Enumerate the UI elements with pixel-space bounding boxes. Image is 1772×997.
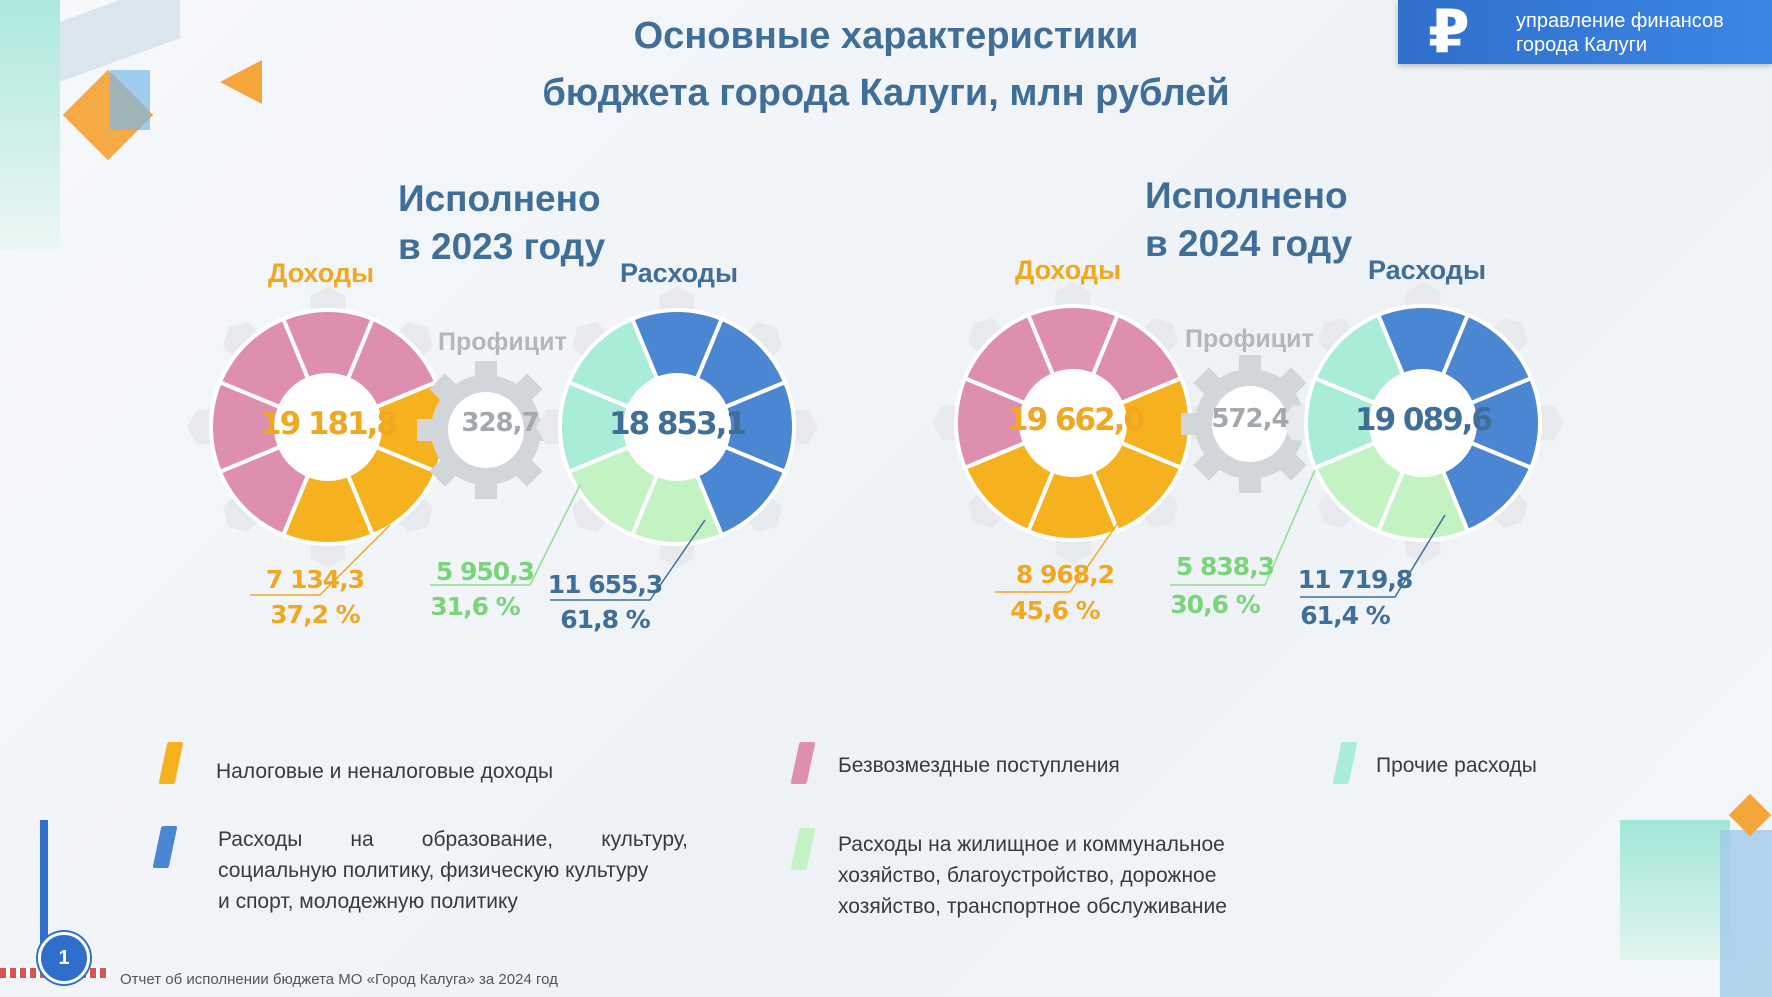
legend-other: Прочие расходы — [1376, 754, 1537, 777]
tax-pct-2023: 37,2 % — [270, 600, 360, 629]
legend-tax: Налоговые и неналоговые доходы — [216, 760, 554, 783]
decor-cube-blue — [110, 70, 150, 130]
social-pct-2023: 61,8 % — [560, 605, 650, 634]
heading-2024: Исполнено в 2024 году — [1145, 175, 1353, 264]
expense-label-2023: Расходы — [620, 258, 739, 288]
tax-pct-2024: 45,6 % — [1010, 596, 1100, 625]
gear-surplus-2024 — [1181, 355, 1319, 493]
expense-total-2024: 19 089,6 — [1355, 402, 1493, 438]
gear-expense-2024 — [1282, 282, 1564, 564]
housing-value-2023: 5 950,3 — [435, 557, 535, 586]
income-total-2024: 19 662,0 — [1007, 402, 1145, 438]
leader-housing-2023 — [430, 484, 581, 586]
income-label-2024: Доходы — [1015, 255, 1122, 285]
leader-social-2023 — [550, 519, 706, 601]
decor-triangle-orange — [220, 60, 262, 104]
social-value-2023: 11 655,3 — [547, 570, 664, 599]
brand-text: управление финансов города Калуги — [1516, 10, 1724, 56]
footer-text: Отчет об исполнении бюджета МО «Город Ка… — [120, 971, 558, 988]
housing-pct-2024: 30,6 % — [1170, 590, 1260, 619]
income-2024-center — [1023, 373, 1123, 473]
housing-pct-2023: 31,6 % — [430, 592, 520, 621]
income-2024-segment — [962, 312, 1056, 406]
income-total-2023: 19 181,8 — [260, 406, 398, 442]
legend-gratis: Безвозмездные поступления — [838, 754, 1120, 777]
page-number-badge: 1 — [38, 932, 90, 984]
social-pct-2024: 61,4 % — [1300, 601, 1390, 630]
legend-housing: Расходы на жилищное и коммунальное хозяй… — [838, 833, 1227, 918]
decor-cube-blue-br — [1720, 830, 1772, 997]
surplus-label-2023: Профицит — [438, 328, 567, 356]
income-2023-segment — [217, 316, 311, 410]
tax-value-2023: 7 134,3 — [265, 565, 365, 594]
surplus-2023-center — [448, 392, 524, 468]
housing-value-2024: 5 838,3 — [1175, 552, 1275, 581]
expense-label-2024: Расходы — [1368, 255, 1487, 285]
gear-surplus-2023 — [417, 361, 555, 499]
income-label-2023: Доходы — [268, 258, 375, 288]
decor-monument — [40, 820, 48, 950]
leader-social-2024 — [1300, 514, 1446, 598]
leader-housing-2024 — [1170, 469, 1316, 586]
surplus-label-2024: Профицит — [1185, 325, 1314, 353]
surplus-2024-center — [1212, 386, 1288, 462]
expense-2023-segment — [566, 316, 660, 410]
ruble-icon: ₽ — [1428, 0, 1470, 65]
expense-2024-segment — [1312, 312, 1406, 406]
decor-cube-mint — [0, 0, 60, 250]
leader-tax-2024 — [995, 519, 1121, 593]
expense-2024-center — [1373, 373, 1473, 473]
gear-income-2023 — [187, 286, 469, 568]
tax-value-2024: 8 968,2 — [1015, 560, 1115, 589]
leader-tax-2023 — [250, 524, 391, 596]
social-value-2024: 11 719,8 — [1297, 565, 1414, 594]
expense-total-2023: 18 853,1 — [609, 406, 747, 442]
legend-social: Расходы на образование, культуру, социал… — [218, 828, 688, 913]
heading-2023: Исполнено в 2023 году — [398, 178, 606, 267]
gear-expense-2023 — [536, 286, 818, 568]
surplus-value-2024: 572,4 — [1211, 404, 1289, 434]
income-2023-center — [278, 377, 378, 477]
gear-income-2024 — [932, 282, 1214, 564]
decor-cube-bottomright — [1620, 820, 1730, 960]
expense-2023-center — [627, 377, 727, 477]
page-title: Основные характеристики бюджета города К… — [542, 15, 1230, 114]
brand-banner: ₽ управление финансов города Калуги — [1398, 0, 1772, 64]
surplus-value-2023: 328,7 — [461, 408, 539, 438]
